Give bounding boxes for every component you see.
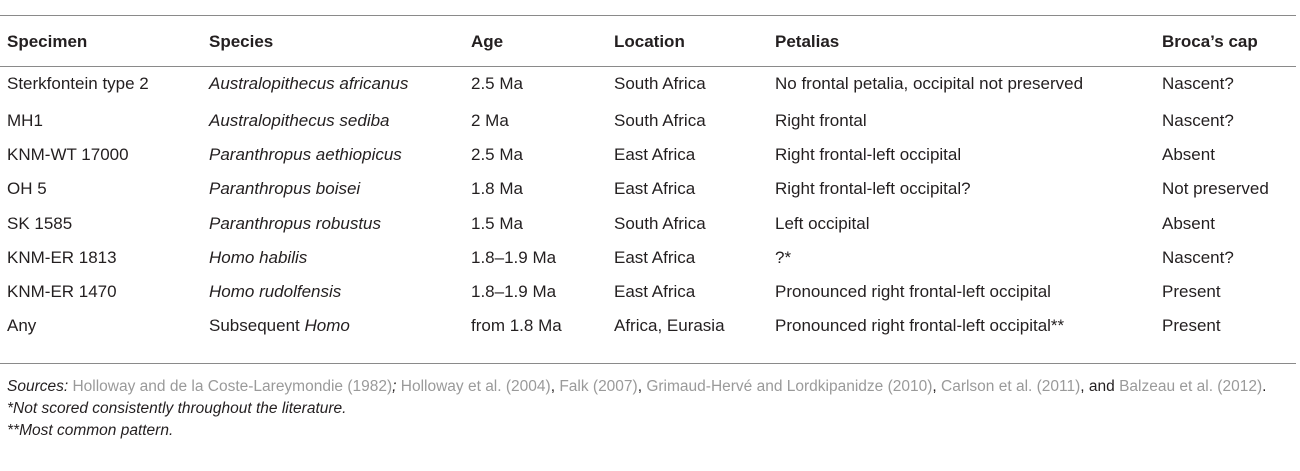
- cell-specimen: KNM-ER 1813: [7, 247, 117, 267]
- cell-species: Paranthropus boisei: [209, 172, 471, 206]
- cell-broca-cap: Absent: [1162, 145, 1215, 165]
- cell-petalias: No frontal petalia, occipital not preser…: [775, 74, 1084, 93]
- cell-location: East Africa: [614, 145, 696, 165]
- cell-location: South Africa: [614, 111, 706, 131]
- cell-location: East Africa: [614, 282, 696, 302]
- ref-falk-2007[interactable]: Falk (2007): [559, 378, 638, 395]
- ref-holloway-2004[interactable]: Holloway et al. (2004): [400, 378, 551, 395]
- cell-species: Paranthropus robustus: [209, 207, 471, 241]
- table-row: Any Subsequent Homo from 1.8 Ma Africa, Eur…: [7, 309, 1297, 343]
- cell-broca-cap: Nascent?: [1162, 111, 1234, 131]
- species-italic: Paranthropus robustus: [209, 213, 381, 233]
- cell-age: 1.8 Ma: [471, 179, 523, 199]
- cell-petalias: Pronounced right frontal-left occipital: [775, 282, 1051, 302]
- ref-sep: ,: [637, 378, 647, 395]
- cell-age: 2 Ma: [471, 111, 509, 131]
- header-species: Species: [209, 32, 274, 51]
- cell-location: South Africa: [614, 74, 706, 93]
- ref-balzeau-2012[interactable]: Balzeau et al. (2012): [1119, 378, 1263, 395]
- cell-age: 1.8–1.9 Ma: [471, 247, 557, 267]
- cell-age: 1.8–1.9 Ma: [471, 282, 557, 302]
- cell-petalias: Right frontal: [775, 111, 867, 131]
- cell-broca-cap: Absent: [1162, 213, 1215, 233]
- ref-sep: .: [1262, 378, 1267, 395]
- species-italic: Australopithecus africanus: [209, 74, 409, 93]
- sources-label: Sources:: [7, 378, 69, 395]
- cell-petalias: ?*: [775, 247, 792, 267]
- cell-species: Australopithecus africanus: [209, 64, 471, 104]
- species-italic: Homo: [304, 316, 350, 336]
- table-row: SK 1585 Paranthropus robustus 1.5 Ma South …: [7, 207, 1297, 241]
- species-italic: Australopithecus sediba: [209, 111, 390, 131]
- cell-specimen: SK 1585: [7, 213, 73, 233]
- cell-broca-cap: Present: [1162, 316, 1221, 336]
- table-row: KNM-ER 1813 Homo habilis 1.8–1.9 Ma East Af…: [7, 241, 1297, 275]
- table-notes: Sources: Holloway and de la Coste-Lareym…: [7, 376, 1297, 442]
- species-italic: Homo habilis: [209, 247, 308, 267]
- footnote-1: *Not scored consistently throughout the …: [7, 400, 347, 417]
- top-rule: [0, 15, 1296, 16]
- header-age: Age: [471, 32, 504, 51]
- table-body: Sterkfontein type 2 Australopithecus afri…: [7, 64, 1297, 343]
- cell-location: East Africa: [614, 179, 696, 199]
- cell-specimen: OH 5: [7, 179, 47, 199]
- cell-age: 2.5 Ma: [471, 74, 523, 93]
- cell-age: from 1.8 Ma: [471, 316, 562, 336]
- header-specimen: Specimen: [7, 32, 88, 51]
- cell-specimen: MH1: [7, 111, 43, 131]
- ref-carlson-2011[interactable]: Carlson et al. (2011): [941, 378, 1081, 395]
- cell-broca-cap: Nascent?: [1162, 74, 1234, 93]
- ref-sep: , and: [1080, 378, 1120, 395]
- bottom-rule: [0, 363, 1296, 364]
- species-italic: Paranthropus boisei: [209, 179, 361, 199]
- cell-location: Africa, Eurasia: [614, 316, 725, 336]
- cell-location: South Africa: [614, 213, 706, 233]
- cell-petalias: Right frontal-left occipital: [775, 145, 962, 165]
- header-row: Specimen Species Age Location Petalias B…: [7, 20, 1297, 64]
- cell-location: East Africa: [614, 247, 696, 267]
- cell-age: 2.5 Ma: [471, 145, 523, 165]
- cell-petalias: Left occipital: [775, 213, 870, 233]
- table-row: KNM-ER 1470 Homo rudolfensis 1.8–1.9 Ma Eas…: [7, 275, 1297, 309]
- footnote-2: **Most common pattern.: [7, 422, 174, 439]
- header-petalias: Petalias: [775, 32, 840, 51]
- species-plain: Subsequent: [209, 316, 305, 336]
- fossil-table: Specimen Species Age Location Petalias B…: [7, 20, 1297, 343]
- cell-petalias: Right frontal-left occipital?: [775, 179, 971, 199]
- cell-broca-cap: Not preserved: [1162, 179, 1269, 199]
- cell-species: Paranthropus aethiopicus: [209, 138, 471, 172]
- cell-species: Australopithecus sediba: [209, 104, 471, 138]
- table-row: KNM-WT 17000 Paranthropus aethiopicus 2.5 …: [7, 138, 1297, 172]
- species-italic: Paranthropus aethiopicus: [209, 145, 402, 165]
- cell-specimen: Any: [7, 316, 37, 336]
- table-row: MH1 Australopithecus sediba 2 Ma South Afri…: [7, 104, 1297, 138]
- species-italic: Homo rudolfensis: [209, 282, 342, 302]
- ref-holloway-1982[interactable]: Holloway and de la Coste-Lareymondie (19…: [72, 378, 393, 395]
- table-row: Sterkfontein type 2 Australopithecus afri…: [7, 64, 1297, 104]
- cell-broca-cap: Present: [1162, 282, 1221, 302]
- header-broca-cap: Broca’s cap: [1162, 32, 1258, 51]
- cell-specimen: KNM-ER 1470: [7, 282, 117, 302]
- cell-specimen: KNM-WT 17000: [7, 145, 129, 165]
- cell-specimen: Sterkfontein type 2: [7, 74, 149, 93]
- header-rule: [0, 66, 1296, 67]
- ref-sep: ;: [392, 378, 401, 395]
- cell-age: 1.5 Ma: [471, 213, 523, 233]
- cell-petalias: Pronounced right frontal-left occipital*…: [775, 316, 1065, 336]
- sources-line: Sources: Holloway and de la Coste-Lareym…: [7, 376, 1297, 398]
- ref-sep: ,: [932, 378, 942, 395]
- cell-species: Homo habilis: [209, 241, 471, 275]
- header-location: Location: [614, 32, 685, 51]
- cell-broca-cap: Nascent?: [1162, 247, 1234, 267]
- table-row: OH 5 Paranthropus boisei 1.8 Ma East Africa…: [7, 172, 1297, 206]
- cell-species: Subsequent Homo: [209, 309, 471, 343]
- ref-grimaud-herve-2010[interactable]: Grimaud-Hervé and Lordkipanidze (2010): [646, 378, 933, 395]
- ref-sep: ,: [550, 378, 560, 395]
- cell-species: Homo rudolfensis: [209, 275, 471, 309]
